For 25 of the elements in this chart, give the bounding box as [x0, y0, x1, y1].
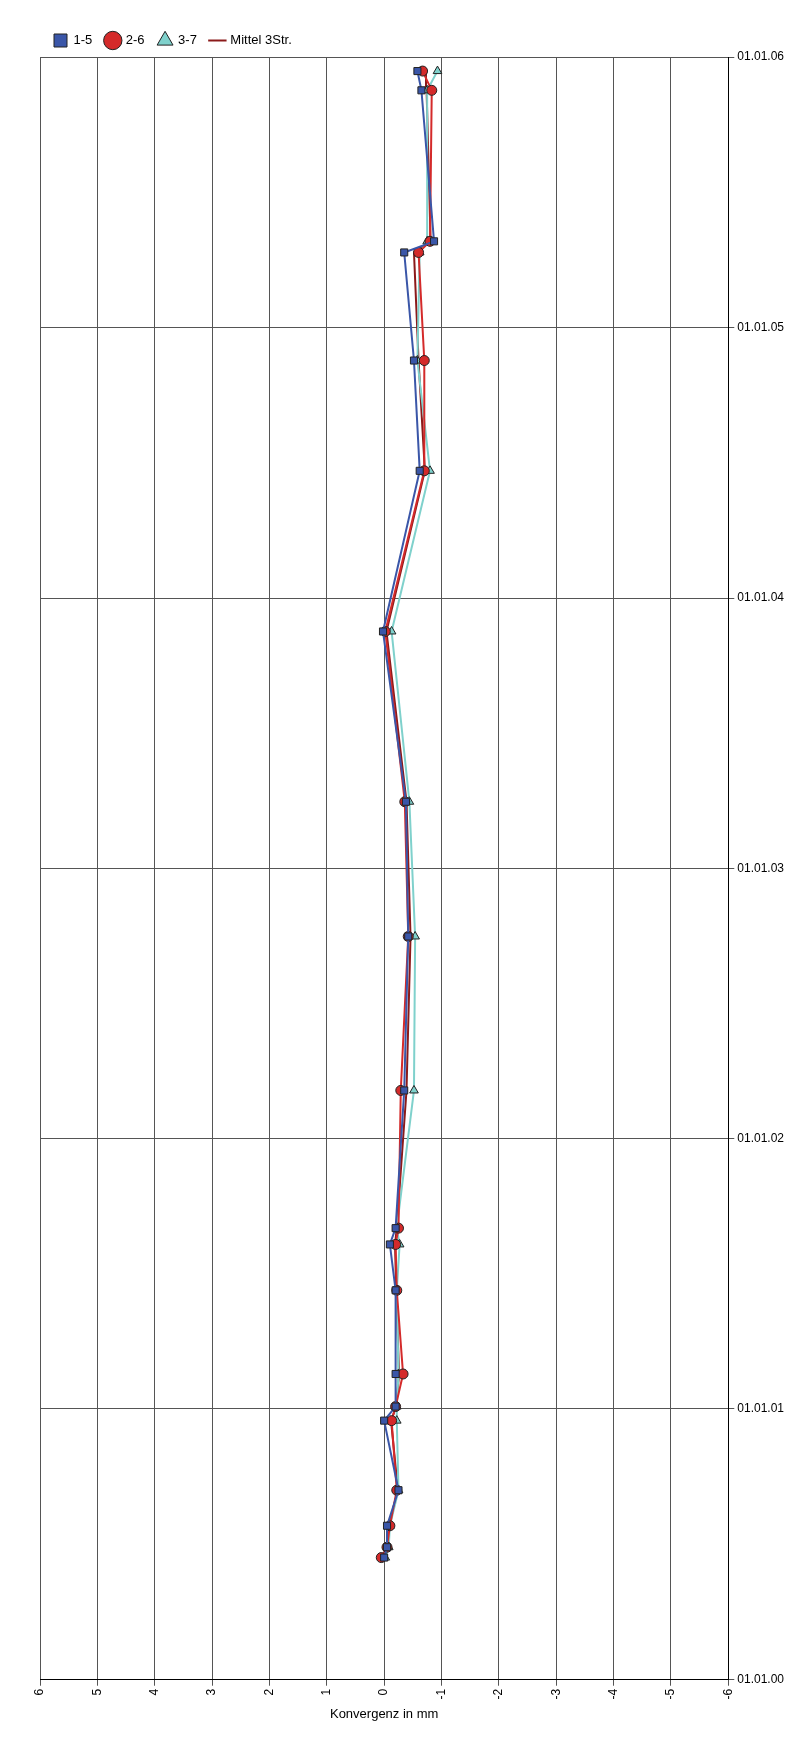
y-tick-label: 01.01.01 — [737, 1401, 785, 1416]
x-tick-label: 0 — [376, 1688, 391, 1696]
x-tick-label: 3 — [204, 1688, 219, 1696]
y-tick-label: 01.01.02 — [737, 1130, 785, 1145]
y-tick-label: 01.01.05 — [737, 319, 785, 334]
legend-label: 1-5 — [73, 32, 93, 48]
x-tick-label: -2 — [491, 1688, 506, 1700]
y-tick-label: 01.01.04 — [737, 590, 785, 605]
x-tick-label: 4 — [147, 1688, 162, 1696]
x-tick-label: 6 — [32, 1688, 47, 1696]
x-tick-label: -1 — [433, 1688, 448, 1700]
y-tick-label: 01.01.00 — [737, 1672, 785, 1687]
x-tick-label: -6 — [720, 1688, 735, 1700]
legend-label: 2-6 — [125, 32, 145, 48]
x-tick-label: -5 — [663, 1688, 678, 1700]
y-tick-label: 01.01.03 — [737, 860, 785, 875]
x-tick-label: -4 — [605, 1688, 620, 1700]
x-tick-label: 5 — [89, 1688, 104, 1696]
x-tick-label: 2 — [261, 1688, 276, 1696]
legend-label: 3-7 — [178, 32, 197, 48]
x-tick-label: 1 — [319, 1688, 334, 1696]
x-tick-label: -3 — [548, 1688, 563, 1700]
legend-label: Mittel 3Str. — [230, 32, 292, 48]
y-tick-label: 01.01.06 — [737, 49, 785, 64]
x-axis-title: Konvergenz in mm — [329, 1705, 439, 1721]
